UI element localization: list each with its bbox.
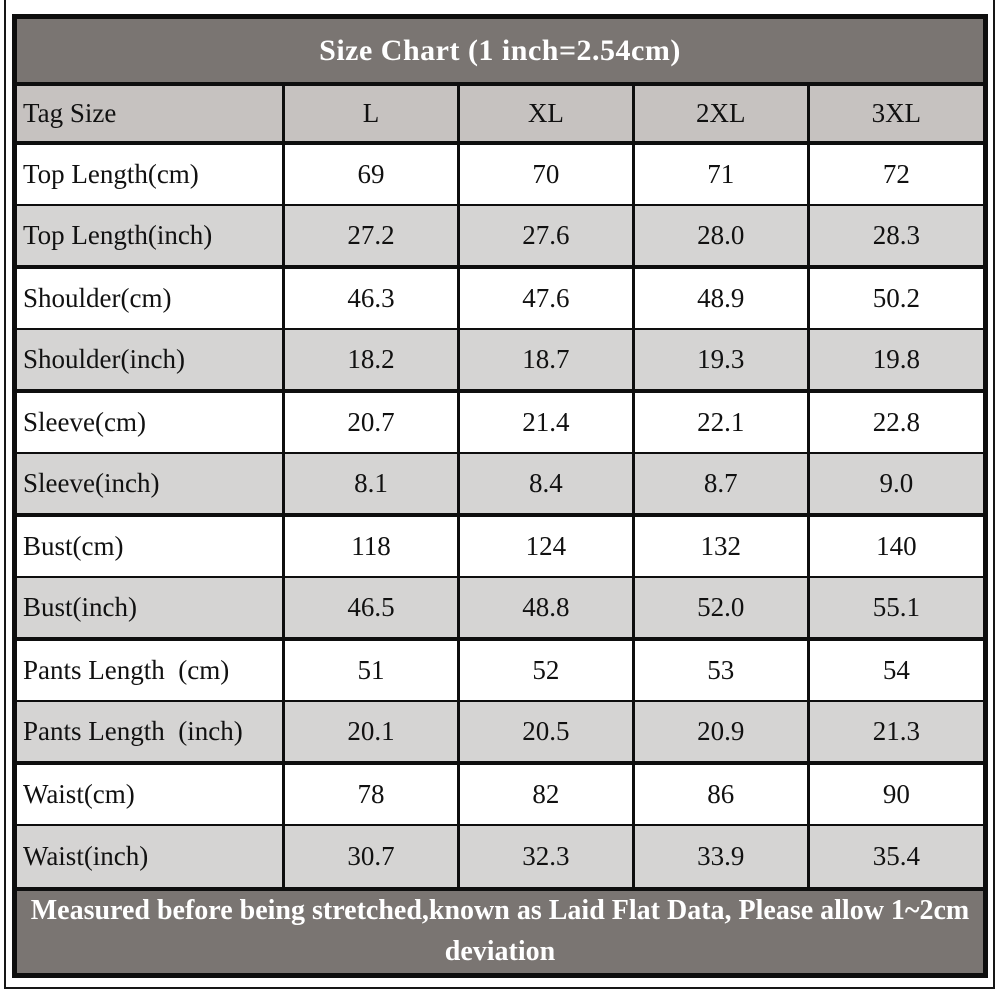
row-label: Sleeve(inch) — [17, 452, 284, 515]
value-cell: 54 — [806, 637, 983, 701]
value-cell: 71 — [631, 141, 809, 205]
value-cell: 18.2 — [282, 328, 459, 391]
value-cell: 48.8 — [456, 576, 634, 639]
row-label: Shoulder(inch) — [17, 328, 284, 391]
value-cell: 46.3 — [282, 265, 459, 329]
value-cell: 33.9 — [631, 824, 809, 887]
column-header-tag-size: Tag Size — [23, 98, 117, 128]
value-cell: 8.7 — [631, 452, 809, 515]
value-cell: 8.1 — [282, 452, 459, 515]
column-header-3xl: 3XL — [806, 86, 983, 143]
value-cell: 8.4 — [456, 452, 634, 515]
table-row-waist-inch: Waist(inch) 30.7 32.3 33.9 35.4 — [17, 824, 983, 887]
value-cell: 140 — [806, 513, 983, 577]
row-label: Bust(inch) — [17, 576, 284, 639]
table-row-pants-length-inch: Pants Length (inch) 20.1 20.5 20.9 21.3 — [17, 700, 983, 763]
value-cell: 78 — [282, 761, 459, 825]
value-cell: 72 — [806, 141, 983, 205]
value-cell: 35.4 — [806, 824, 983, 887]
value-cell: 52.0 — [631, 576, 809, 639]
row-label: Bust(cm) — [17, 513, 284, 577]
value-cell: 21.4 — [456, 389, 634, 453]
value-cell: 20.1 — [282, 700, 459, 763]
value-cell: 27.6 — [456, 204, 634, 267]
value-cell: 28.0 — [631, 204, 809, 267]
value-cell: 46.5 — [282, 576, 459, 639]
value-cell: 132 — [631, 513, 809, 577]
value-cell: 53 — [631, 637, 809, 701]
table-row-top-length-inch: Top Length(inch) 27.2 27.6 28.0 28.3 — [17, 204, 983, 267]
row-label: Waist(inch) — [17, 824, 284, 887]
value-cell: 86 — [631, 761, 809, 825]
value-cell: 32.3 — [456, 824, 634, 887]
table-row-sleeve-inch: Sleeve(inch) 8.1 8.4 8.7 9.0 — [17, 452, 983, 515]
value-cell: 51 — [282, 637, 459, 701]
size-table: Tag Size L XL 2XL 3XL Top Length(cm) 69 … — [17, 86, 983, 887]
value-cell: 70 — [456, 141, 634, 205]
value-cell: 18.7 — [456, 328, 634, 391]
value-cell: 69 — [282, 141, 459, 205]
table-row-sleeve-cm: Sleeve(cm) 20.7 21.4 22.1 22.8 — [17, 389, 983, 453]
value-cell: 21.3 — [806, 700, 983, 763]
header-row: Tag Size L XL 2XL 3XL — [17, 86, 983, 143]
size-chart: Size Chart (1 inch=2.54cm) Tag Size L XL… — [12, 14, 988, 978]
value-cell: 82 — [456, 761, 634, 825]
row-label: Top Length(inch) — [17, 204, 284, 267]
value-cell: 30.7 — [282, 824, 459, 887]
value-cell: 19.3 — [631, 328, 809, 391]
table-row-pants-length-cm: Pants Length (cm) 51 52 53 54 — [17, 637, 983, 701]
value-cell: 22.8 — [806, 389, 983, 453]
value-cell: 9.0 — [806, 452, 983, 515]
value-cell: 20.9 — [631, 700, 809, 763]
value-cell: 27.2 — [282, 204, 459, 267]
column-header-xl: XL — [456, 86, 634, 143]
value-cell: 22.1 — [631, 389, 809, 453]
table-row-top-length-cm: Top Length(cm) 69 70 71 72 — [17, 141, 983, 205]
chart-title: Size Chart (1 inch=2.54cm) — [17, 19, 983, 86]
row-label: Shoulder(cm) — [17, 265, 284, 329]
value-cell: 20.7 — [282, 389, 459, 453]
value-cell: 90 — [806, 761, 983, 825]
row-label: Top Length(cm) — [17, 141, 284, 205]
value-cell: 48.9 — [631, 265, 809, 329]
value-cell: 28.3 — [806, 204, 983, 267]
value-cell: 20.5 — [456, 700, 634, 763]
table-row-waist-cm: Waist(cm) 78 82 86 90 — [17, 761, 983, 825]
row-label: Pants Length (cm) — [17, 637, 284, 701]
value-cell: 19.8 — [806, 328, 983, 391]
table-row-shoulder-cm: Shoulder(cm) 46.3 47.6 48.9 50.2 — [17, 265, 983, 329]
table-row-bust-inch: Bust(inch) 46.5 48.8 52.0 55.1 — [17, 576, 983, 639]
value-cell: 52 — [456, 637, 634, 701]
column-header-l: L — [282, 86, 459, 143]
value-cell: 47.6 — [456, 265, 634, 329]
column-header-2xl: 2XL — [631, 86, 809, 143]
value-cell: 124 — [456, 513, 634, 577]
measurement-note: Measured before being stretched,known as… — [17, 887, 983, 973]
table-row-bust-cm: Bust(cm) 118 124 132 140 — [17, 513, 983, 577]
row-label: Pants Length (inch) — [17, 700, 284, 763]
row-label: Waist(cm) — [17, 761, 284, 825]
table-row-shoulder-inch: Shoulder(inch) 18.2 18.7 19.3 19.8 — [17, 328, 983, 391]
value-cell: 118 — [282, 513, 459, 577]
row-label: Sleeve(cm) — [17, 389, 284, 453]
value-cell: 50.2 — [806, 265, 983, 329]
value-cell: 55.1 — [806, 576, 983, 639]
